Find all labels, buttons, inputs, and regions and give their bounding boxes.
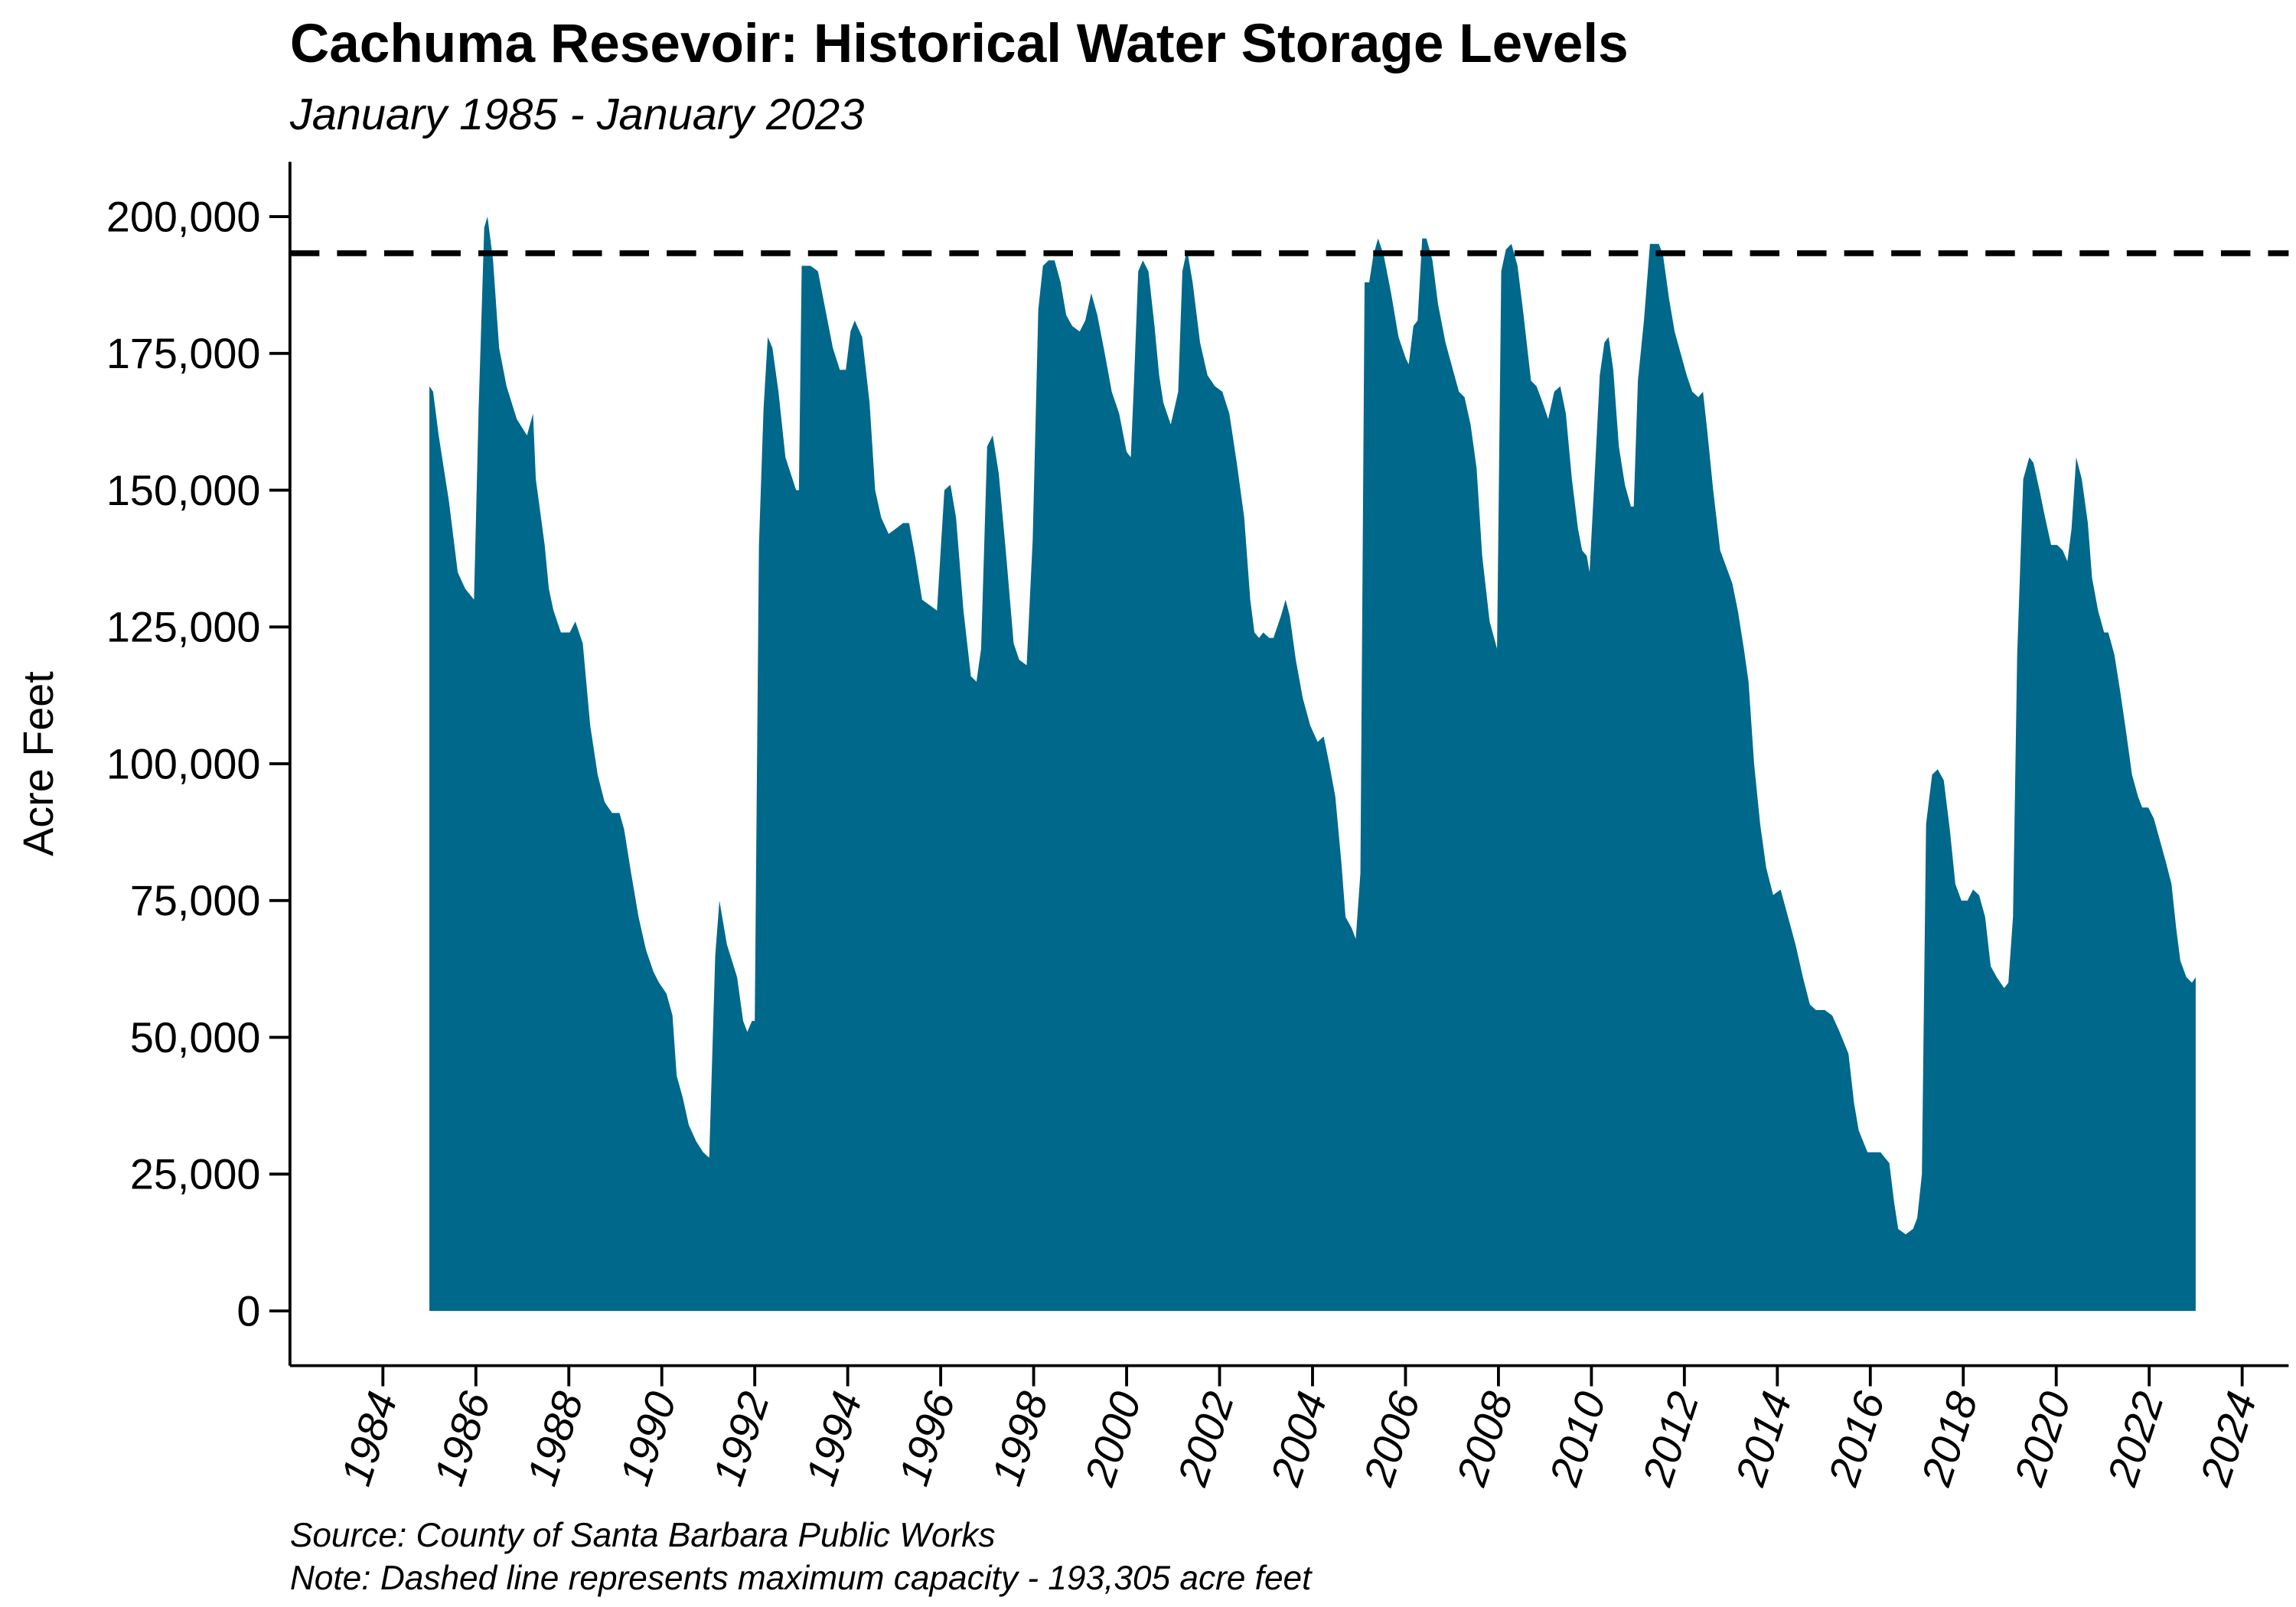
x-tick-label: 2016 — [1819, 1386, 1894, 1491]
y-tick-label: 75,000 — [130, 877, 261, 924]
x-tick-label: 2014 — [1726, 1386, 1801, 1491]
x-tick-label: 1986 — [425, 1386, 499, 1491]
storage-area — [429, 217, 2196, 1312]
x-tick-label: 2008 — [1447, 1386, 1522, 1491]
x-tick-label: 2010 — [1540, 1386, 1615, 1491]
x-tick-label: 1990 — [611, 1386, 685, 1491]
source-note: Source: County of Santa Barbara Public W… — [290, 1517, 996, 1554]
x-tick-label: 2000 — [1075, 1386, 1150, 1491]
x-tick-label: 2018 — [1912, 1386, 1987, 1491]
y-tick-label: 100,000 — [106, 740, 261, 787]
x-tick-label: 1994 — [797, 1386, 871, 1491]
x-tick-label: 2006 — [1354, 1386, 1429, 1491]
x-tick-label: 2022 — [2098, 1386, 2173, 1491]
x-tick-label: 2024 — [2191, 1386, 2266, 1491]
y-axis-label: Acre Feet — [15, 671, 62, 856]
capacity-note: Note: Dashed line represents maximum cap… — [290, 1560, 1313, 1597]
y-tick-label: 200,000 — [106, 193, 261, 240]
x-tick-label: 2002 — [1169, 1386, 1244, 1491]
y-tick-label: 25,000 — [130, 1151, 261, 1198]
chart-subtitle: January 1985 - January 2023 — [289, 90, 864, 139]
y-tick-label: 150,000 — [106, 467, 261, 514]
y-tick-label: 0 — [236, 1287, 260, 1335]
chart-title: Cachuma Resevoir: Historical Water Stora… — [290, 14, 1629, 74]
x-tick-label: 2012 — [1633, 1386, 1708, 1491]
y-tick-label: 125,000 — [106, 604, 261, 651]
y-tick-label: 175,000 — [106, 330, 261, 377]
x-tick-label: 1992 — [704, 1386, 778, 1491]
x-tick-label: 2004 — [1261, 1386, 1336, 1491]
x-tick-label: 1984 — [332, 1386, 406, 1491]
x-tick-label: 1996 — [889, 1386, 964, 1491]
x-tick-label: 1988 — [518, 1386, 592, 1491]
y-tick-label: 50,000 — [130, 1014, 261, 1061]
x-tick-label: 2020 — [2005, 1386, 2080, 1491]
x-tick-label: 1998 — [983, 1386, 1057, 1491]
